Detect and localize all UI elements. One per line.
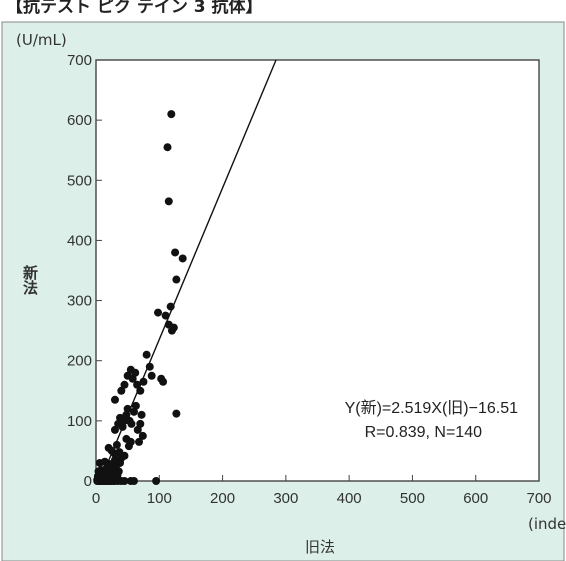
data-point xyxy=(123,404,132,413)
y-tick-label: 600 xyxy=(67,112,92,129)
header-fragment: 【抗テスト ピク テイン 3 抗体】 xyxy=(6,0,263,17)
x-axis-label: 旧法 xyxy=(305,538,335,556)
data-point xyxy=(178,254,187,263)
data-point xyxy=(136,419,145,428)
data-point xyxy=(129,407,138,416)
data-point xyxy=(164,197,173,206)
data-point xyxy=(166,302,175,311)
regression-stats: R=0.839, N=140 xyxy=(365,424,483,441)
data-point xyxy=(112,440,121,449)
data-point xyxy=(159,377,168,386)
x-tick-label: 600 xyxy=(463,490,488,507)
data-point xyxy=(131,401,140,410)
y-tick-label: 100 xyxy=(67,413,92,430)
data-point xyxy=(171,248,180,257)
data-point xyxy=(117,386,126,395)
data-point xyxy=(139,377,148,386)
axes: 0 100 200 300 400 500 600 700 0 100 200 300 400 500 60… xyxy=(67,52,552,507)
data-point xyxy=(152,477,161,485)
data-point xyxy=(122,410,131,419)
data-point xyxy=(120,451,129,460)
y-tick-label: 400 xyxy=(67,232,92,249)
y-axis-unit: (U/mL) xyxy=(16,31,67,49)
data-point xyxy=(138,431,147,440)
y-tick-label: 500 xyxy=(67,172,92,189)
data-point xyxy=(128,374,137,383)
data-point xyxy=(167,110,176,119)
data-point xyxy=(126,437,135,446)
data-point xyxy=(142,350,151,359)
x-tick-label: 400 xyxy=(337,490,362,507)
data-point xyxy=(147,371,156,380)
data-point xyxy=(114,467,123,476)
data-point xyxy=(135,437,144,446)
data-point xyxy=(110,425,119,434)
data-point xyxy=(120,477,129,485)
data-point xyxy=(136,386,145,395)
data-point xyxy=(131,368,140,377)
plot-area xyxy=(95,59,540,482)
data-point xyxy=(127,419,136,428)
data-point xyxy=(137,410,146,419)
y-axis-label: 新法 xyxy=(21,264,39,296)
data-point xyxy=(120,380,129,389)
x-tick-label: 100 xyxy=(147,490,172,507)
data-point xyxy=(161,311,170,320)
x-tick-label: 200 xyxy=(210,490,235,507)
x-tick-label: 700 xyxy=(526,490,551,507)
data-point xyxy=(133,380,142,389)
x-axis-unit: (index) xyxy=(528,515,566,533)
y-tick-label: 300 xyxy=(67,293,92,310)
x-tick-label: 0 xyxy=(92,490,100,507)
data-point xyxy=(163,143,172,152)
y-tick-label: 200 xyxy=(67,353,92,370)
x-tick-label: 300 xyxy=(273,490,298,507)
y-tick-label: 700 xyxy=(67,52,92,69)
data-point xyxy=(154,308,163,317)
regression-equation: Y(新)=2.519X(旧)−16.51 xyxy=(345,399,519,417)
data-point xyxy=(110,395,119,404)
x-tick-label: 500 xyxy=(400,490,425,507)
data-point xyxy=(172,409,181,418)
data-point xyxy=(145,362,154,371)
data-point xyxy=(169,323,178,332)
data-point xyxy=(172,275,181,284)
data-point xyxy=(118,422,127,431)
y-tick-label: 0 xyxy=(84,473,92,490)
data-point xyxy=(129,477,138,485)
data-points xyxy=(93,110,187,485)
data-point xyxy=(133,425,142,434)
